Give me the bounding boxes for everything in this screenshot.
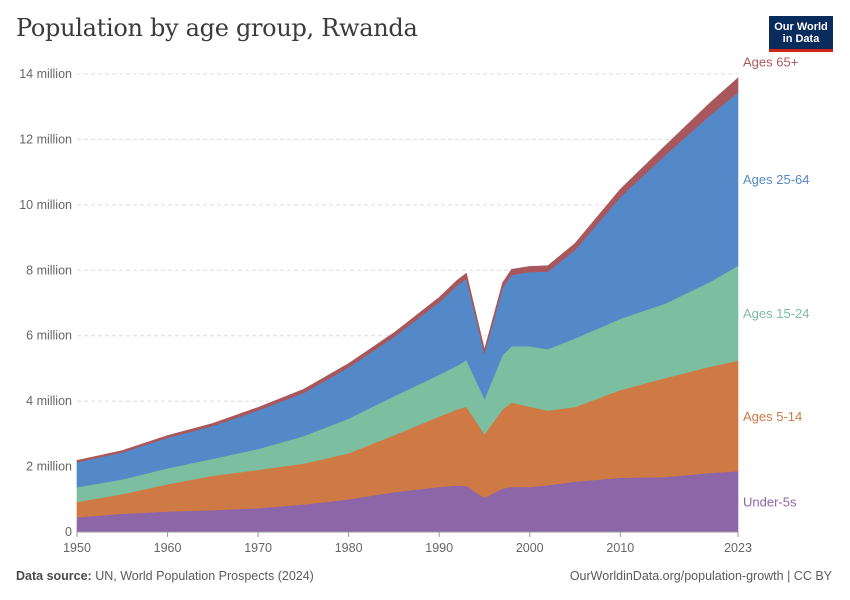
x-tick-label: 1950	[63, 541, 91, 555]
source-url-link[interactable]: OurWorldinData.org/population-growth | C…	[569, 569, 832, 583]
x-tick-label: 1980	[335, 541, 363, 555]
x-tick-label: 1960	[154, 541, 182, 555]
y-tick-label: 10 million	[19, 198, 72, 212]
x-tick-label: 1970	[244, 541, 272, 555]
axes: 0 2 million 4 million 6 million 8 million 10 …	[19, 67, 752, 555]
x-tick-label: 1990	[425, 541, 453, 555]
x-tick-label: 2023	[724, 541, 752, 555]
x-tick-label: 2000	[516, 541, 544, 555]
series-label: Under-5s	[743, 495, 797, 510]
series-label: Ages 5-14	[743, 409, 802, 424]
chart-title: Population by age group, Rwanda	[16, 14, 418, 42]
area-ages-65-	[76, 77, 739, 463]
area-series	[76, 77, 739, 533]
data-source: Data source: UN, World Population Prospe…	[16, 569, 314, 583]
owid-logo[interactable]: Our World in Data	[769, 16, 833, 52]
y-tick-label: 12 million	[19, 132, 72, 146]
y-tick-label: 8 million	[26, 263, 72, 277]
y-tick-label: 2 million	[26, 460, 72, 474]
data-source-text: UN, World Population Prospects (2024)	[95, 569, 314, 583]
logo-line-2: in Data	[782, 33, 820, 45]
y-tick-label: 6 million	[26, 329, 72, 343]
series-label: Ages 65+	[743, 55, 798, 70]
series-label: Ages 15-24	[743, 306, 810, 321]
y-tick-label: 4 million	[26, 394, 72, 408]
x-tick-label: 2010	[606, 541, 634, 555]
series-label: Ages 25-64	[743, 172, 810, 187]
y-tick-label: 0	[65, 525, 72, 539]
legend-labels: Under-5s Ages 5-14 Ages 15-24 Ages 25-64 Age…	[743, 55, 810, 510]
y-tick-label: 14 million	[19, 67, 72, 81]
data-source-label: Data source:	[16, 569, 92, 583]
logo-line-1: Our World	[774, 21, 828, 33]
